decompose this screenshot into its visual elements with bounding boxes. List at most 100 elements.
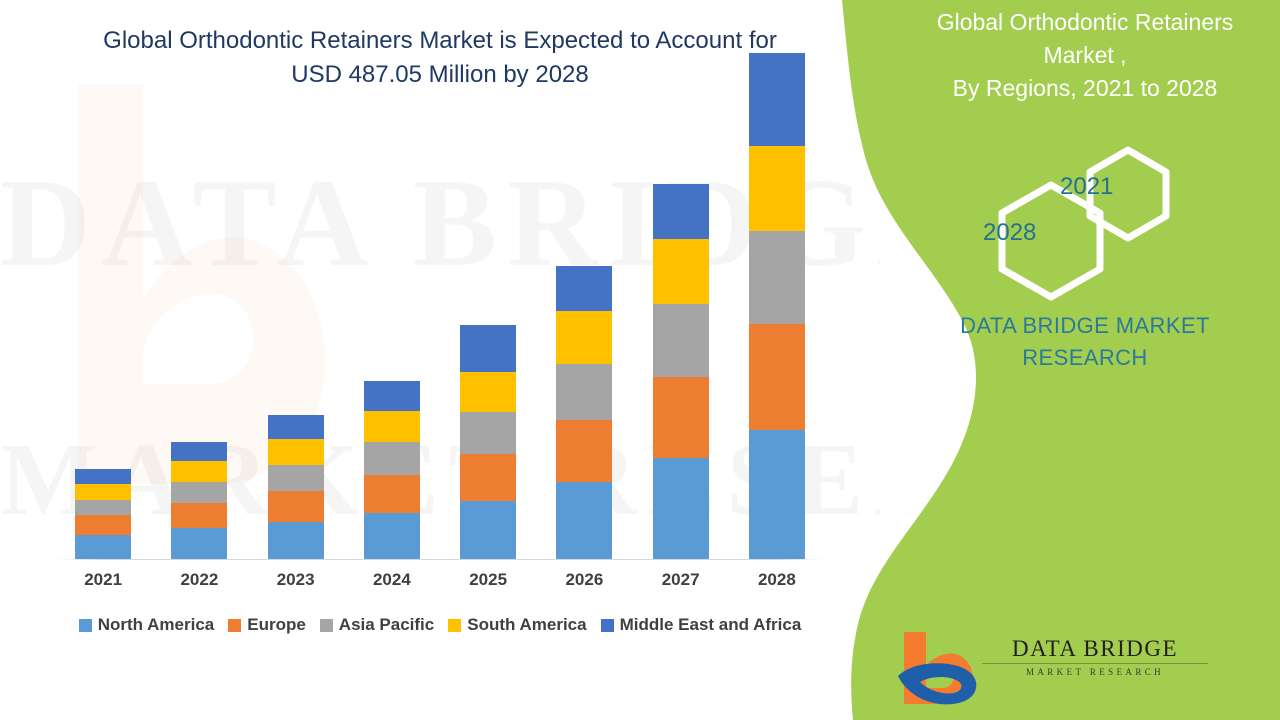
stacked-bar[interactable] (556, 266, 613, 559)
stacked-bar[interactable] (75, 469, 132, 559)
bar-segment[interactable] (460, 411, 517, 454)
bar-segment[interactable] (556, 311, 613, 364)
hexagon-2028-shape (998, 181, 1104, 301)
x-axis-tick-label: 2028 (757, 570, 796, 589)
bar-group (151, 441, 247, 559)
brand-panel-content: Global Orthodontic Retainers Market , By… (890, 0, 1280, 720)
bar-segment[interactable] (748, 230, 805, 325)
bar-segment[interactable] (460, 325, 517, 373)
brand-name: DATA BRIDGE MARKET RESEARCH (890, 310, 1280, 374)
x-axis-labels: 2021 2022 2023 2024 2025 2026 2027 2028 (55, 570, 825, 590)
hexagon-2021-label: 2021 (1060, 173, 1114, 200)
bar-segment[interactable] (171, 441, 228, 462)
bar-segment[interactable] (171, 528, 228, 559)
legend-item[interactable]: North America (78, 615, 215, 635)
x-axis-tick-label: 2023 (276, 570, 315, 589)
bar-segment[interactable] (171, 482, 228, 504)
x-axis-tick-label: 2027 (661, 570, 700, 589)
bar-group (55, 469, 151, 559)
brand-panel-title: Global Orthodontic Retainers Market , By… (890, 6, 1280, 105)
bar-group (440, 325, 536, 559)
bar-segment[interactable] (556, 482, 613, 559)
bar-segment[interactable] (652, 238, 709, 305)
stacked-bar[interactable] (748, 53, 805, 559)
bar-segment[interactable] (267, 490, 324, 522)
brand-name-line-1: DATA BRIDGE MARKET (960, 313, 1210, 338)
x-axis-tick-label: 2021 (84, 570, 123, 589)
legend-label: Middle East and Africa (619, 615, 802, 634)
bar-segment[interactable] (75, 515, 132, 535)
legend-label: North America (97, 615, 215, 634)
brand-name-line-2: RESEARCH (1022, 345, 1148, 370)
bar-segment[interactable] (171, 503, 228, 529)
page-title: Global Orthodontic Retainers Market is E… (60, 24, 820, 92)
bar-segment[interactable] (748, 53, 805, 147)
legend-item[interactable]: Europe (228, 615, 306, 635)
stacked-bar[interactable] (267, 415, 324, 559)
stacked-bar[interactable] (363, 381, 420, 559)
plot-area (55, 53, 825, 560)
bar-segment[interactable] (460, 372, 517, 412)
stacked-bar[interactable] (171, 441, 228, 559)
bar-segment[interactable] (75, 534, 132, 559)
stacked-bar[interactable] (652, 183, 709, 559)
x-axis-tick-label: 2025 (469, 570, 508, 589)
hexagon-2021-shape (1086, 146, 1170, 242)
bar-segment[interactable] (363, 474, 420, 513)
hexagon-outlines (998, 146, 1170, 301)
bar-segment[interactable] (652, 376, 709, 459)
bar-segment[interactable] (363, 512, 420, 559)
bar-group (536, 266, 632, 559)
legend-label: Asia Pacific (338, 615, 435, 634)
bar-segment[interactable] (748, 429, 805, 559)
bar-segment[interactable] (460, 453, 517, 501)
company-logo: DATA BRIDGE MARKET RESEARCH (890, 630, 1280, 710)
brand-panel-title-line-1: Global Orthodontic Retainers (936, 9, 1234, 35)
bar-segment[interactable] (556, 419, 613, 483)
bar-group (633, 183, 729, 559)
hexagon-labels: 2021 2028 (890, 140, 1280, 290)
legend-swatch-icon (228, 618, 242, 632)
brand-panel-title-line-2: Market , (1043, 42, 1127, 68)
legend-swatch-icon (78, 618, 92, 632)
bar-segment[interactable] (556, 363, 613, 420)
bar-segment[interactable] (652, 304, 709, 377)
x-axis-tick-label: 2024 (372, 570, 411, 589)
logo-wordmark: DATA BRIDGE MARKET RESEARCH (980, 636, 1210, 677)
bar-segment[interactable] (652, 183, 709, 239)
bar-segment[interactable] (363, 441, 420, 475)
bar-segment[interactable] (460, 500, 517, 559)
stacked-bar[interactable] (460, 325, 517, 559)
legend-label: Europe (247, 615, 306, 634)
legend-item[interactable]: Asia Pacific (319, 615, 435, 635)
bar-segment[interactable] (75, 469, 132, 485)
logo-divider (982, 663, 1208, 664)
bar-segment[interactable] (75, 484, 132, 500)
bar-group (344, 381, 440, 559)
bar-segment[interactable] (748, 324, 805, 430)
logo-sub-text: MARKET RESEARCH (1025, 667, 1165, 677)
legend-item[interactable]: South America (448, 615, 587, 635)
bar-segment[interactable] (363, 381, 420, 411)
bar-segment[interactable] (267, 415, 324, 440)
bar-segment[interactable] (267, 439, 324, 465)
legend-item[interactable]: Middle East and Africa (600, 615, 802, 635)
databridge-b-logo-icon (898, 632, 977, 705)
bar-group (248, 415, 344, 559)
chart-legend: North America Europe Asia Pacific South Ame… (55, 615, 825, 635)
bar-segment[interactable] (748, 146, 805, 231)
bar-series-container (55, 53, 825, 559)
bar-segment[interactable] (75, 499, 132, 516)
brand-panel-title-line-3: By Regions, 2021 to 2028 (952, 75, 1218, 101)
page-title-line-2: USD 487.05 Million by 2028 (291, 61, 589, 88)
bar-segment[interactable] (267, 521, 324, 559)
bar-segment[interactable] (556, 266, 613, 311)
bar-segment[interactable] (267, 464, 324, 491)
bar-segment[interactable] (652, 458, 709, 559)
legend-swatch-icon (319, 618, 333, 632)
hexagon-2028-label: 2028 (983, 219, 1037, 246)
bar-segment[interactable] (363, 410, 420, 442)
legend-swatch-icon (448, 618, 462, 632)
bar-segment[interactable] (171, 461, 228, 483)
